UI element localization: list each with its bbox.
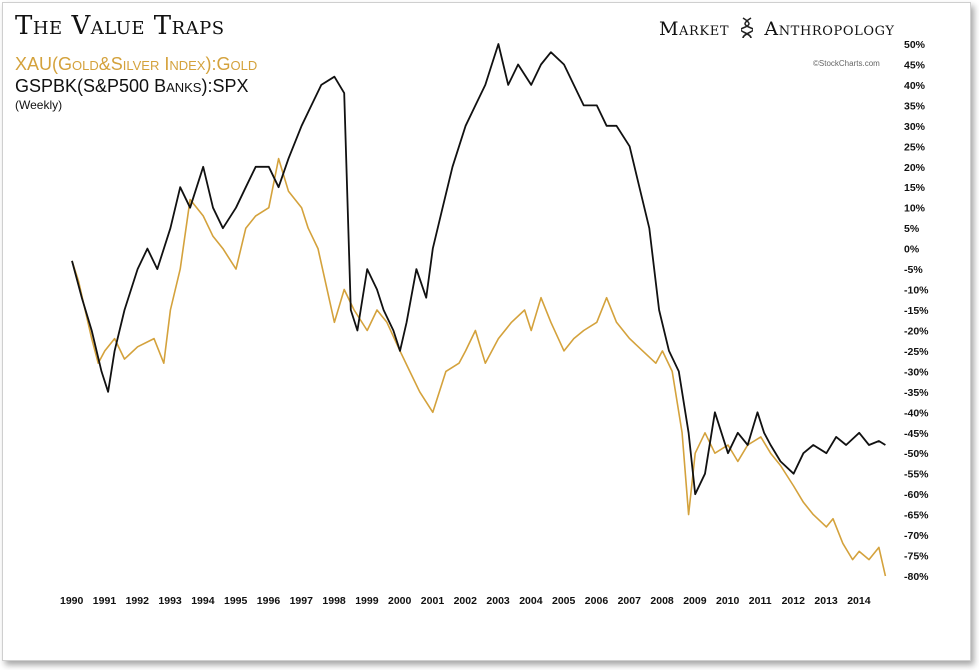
legend-entry-gold: XAU(Gold&Silver Index):Gold [15, 54, 258, 74]
x-tick-label: 1992 [126, 595, 150, 607]
x-tick-label: 1993 [158, 595, 182, 607]
y-tick-label: 50% [904, 39, 926, 51]
brand-logo: Market Anthropology [659, 17, 895, 40]
x-tick-label: 2014 [847, 595, 871, 607]
series-line-black [71, 43, 886, 496]
y-tick-label: -60% [904, 489, 929, 501]
x-tick-label: 2007 [618, 595, 642, 607]
x-tick-label: 1997 [290, 595, 314, 607]
y-tick-label: -55% [904, 469, 929, 481]
x-tick-label: 2001 [421, 595, 445, 607]
y-tick-label: -40% [904, 407, 929, 419]
y-tick-label: 15% [904, 182, 926, 194]
x-tick-label: 2003 [486, 595, 510, 607]
legend: XAU(Gold&Silver Index):Gold GSPBK(S&P500… [15, 55, 257, 112]
series-line-gold [71, 157, 887, 577]
y-tick-label: -45% [904, 428, 929, 440]
y-tick-label: 35% [904, 100, 926, 112]
x-tick-label: 1990 [60, 595, 84, 607]
y-tick-label: 0% [904, 244, 920, 256]
x-tick-label: 2011 [749, 595, 772, 607]
y-tick-label: 20% [904, 162, 926, 174]
y-tick-label: -65% [904, 510, 929, 522]
y-tick-label: -35% [904, 387, 929, 399]
y-tick-label: -5% [904, 264, 923, 276]
x-tick-label: 1994 [191, 595, 215, 607]
x-tick-label: 2008 [650, 595, 674, 607]
y-tick-label: -50% [904, 448, 929, 460]
x-tick-label: 2004 [519, 595, 543, 607]
x-tick-label: 2010 [716, 595, 740, 607]
y-tick-label: -70% [904, 530, 929, 542]
x-tick-label: 2002 [454, 595, 478, 607]
y-tick-label: 25% [904, 141, 926, 153]
x-tick-label: 2006 [585, 595, 609, 607]
y-tick-label: -15% [904, 305, 929, 317]
credit-text: ©StockCharts.com [813, 59, 880, 68]
legend-frequency-note: (Weekly) [15, 97, 63, 112]
brand-left-text: Market [659, 18, 730, 40]
x-tick-label: 1996 [257, 595, 281, 607]
y-tick-label: 30% [904, 121, 926, 133]
x-tick-label: 1998 [322, 595, 346, 607]
chart-frame: The Value Traps XAU(Gold&Silver Index):G… [2, 2, 971, 661]
y-tick-label: -80% [904, 571, 929, 583]
x-tick-label: 2005 [552, 595, 576, 607]
y-tick-label: 5% [904, 223, 920, 235]
x-tick-label: 1991 [93, 595, 117, 607]
x-tick-label: 1995 [224, 595, 248, 607]
y-tick-label: -20% [904, 326, 929, 338]
x-tick-label: 2012 [782, 595, 806, 607]
brand-right-text: Anthropology [764, 18, 895, 40]
y-tick-label: 40% [904, 80, 926, 92]
y-tick-label: -25% [904, 346, 929, 358]
chart-title: The Value Traps [15, 11, 225, 41]
y-tick-label: 45% [904, 60, 926, 72]
legend-entry-black: GSPBK(S&P500 Banks):SPX [15, 75, 249, 96]
x-tick-label: 2000 [388, 595, 412, 607]
x-tick-label: 2009 [683, 595, 707, 607]
x-tick-label: 2013 [814, 595, 838, 607]
y-tick-label: -10% [904, 285, 929, 297]
y-tick-label: -75% [904, 551, 929, 563]
x-tick-label: 1999 [355, 595, 379, 607]
dna-helix-icon [736, 17, 758, 40]
y-tick-label: -30% [904, 366, 929, 378]
y-tick-label: 10% [904, 203, 926, 215]
